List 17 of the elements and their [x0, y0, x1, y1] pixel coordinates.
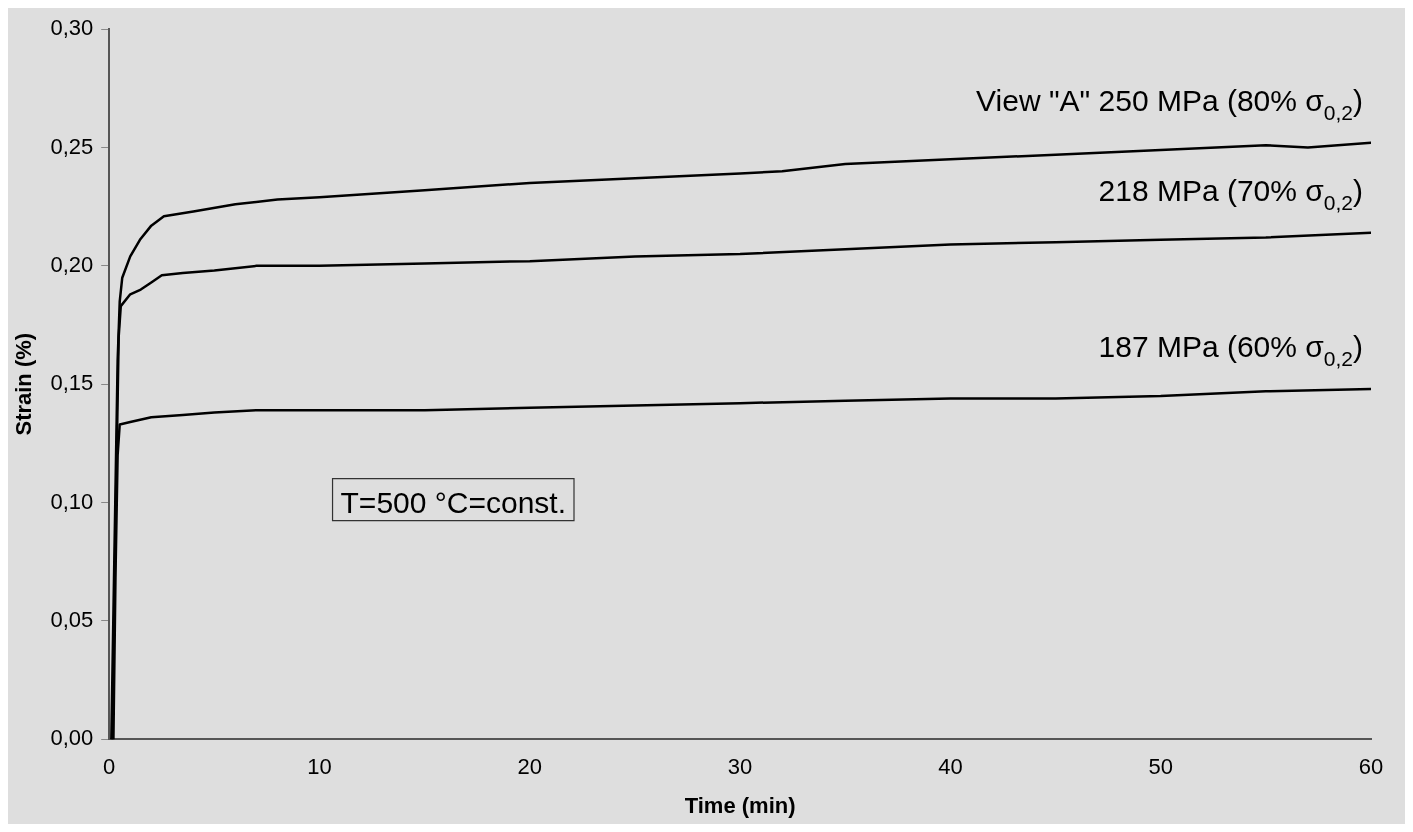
y-tick-label: 0,30 [50, 15, 94, 41]
y-tick-label: 0,20 [50, 251, 94, 277]
y-tick-label: 0,05 [50, 606, 94, 632]
y-tick-label: 0,10 [50, 488, 94, 514]
y-tick-label: 0,00 [50, 725, 94, 751]
x-tick-label: 10 [307, 754, 332, 780]
x-tick-label: 0 [103, 754, 116, 780]
x-tick-label: 60 [1358, 754, 1384, 780]
x-tick-label: 20 [517, 754, 543, 780]
y-axis-title: Strain (%) [11, 332, 37, 436]
y-tick-label: 0,15 [50, 370, 94, 396]
y-tick-label: 0,25 [50, 133, 94, 159]
x-tick-label: 50 [1148, 754, 1173, 780]
x-tick-label: 40 [938, 754, 963, 780]
annotation: T=500 °C=const. [340, 485, 567, 519]
x-tick-label: 30 [727, 754, 753, 780]
x-axis-title: Time (min) [684, 792, 796, 818]
